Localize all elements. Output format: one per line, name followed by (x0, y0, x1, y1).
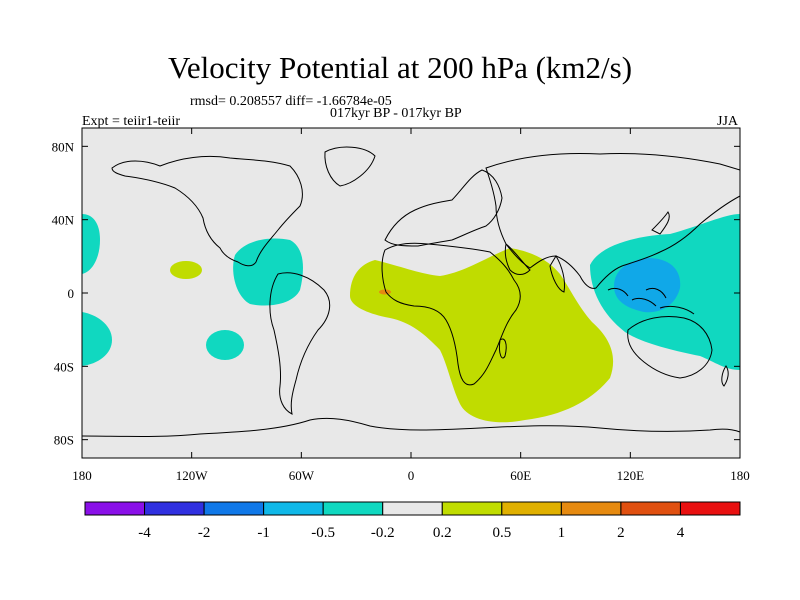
colorbar-label: 0.2 (433, 525, 452, 541)
colorbar-swatch (144, 501, 205, 516)
colorbar-swatch (203, 501, 265, 516)
colorbar-swatch (620, 501, 681, 516)
y-tick-label: 80N (52, 139, 75, 154)
x-tick-label: 60W (289, 468, 315, 483)
y-tick-label: 40N (52, 213, 75, 228)
coastline-new-zealand (721, 365, 729, 387)
colorbar-label: 4 (677, 525, 685, 541)
colorbar-label: 0.5 (492, 525, 511, 541)
coastline-australia (627, 316, 713, 379)
colorbar-swatch (679, 501, 741, 516)
region-atlantic-small-positive (379, 289, 391, 295)
colorbar-label: -1 (257, 525, 270, 541)
axes: 180 120W 60W 0 60E 120E 180 80N 40N 0 40S 80S (52, 128, 750, 483)
x-tick-label: 120E (617, 468, 645, 483)
colorbar-label: 2 (617, 525, 625, 541)
colorbar-swatch (263, 501, 324, 516)
period-subtitle: 017kyr BP - 017kyr BP (330, 106, 462, 121)
stats-subtitle: rmsd= 0.208557 diff= -1.66784e-05 (190, 94, 392, 109)
colorbar-label: -0.2 (371, 525, 395, 541)
x-tick-label: 60E (510, 468, 531, 483)
coastline-africa (381, 242, 521, 386)
coastline-south-america (269, 272, 331, 415)
coastline-north-america (111, 155, 303, 267)
experiment-label: Expt = teiir1-teiir (82, 114, 181, 129)
colorbar-label: -2 (198, 525, 211, 541)
y-tick-label: 0 (68, 286, 75, 301)
region-dateline-north-negative (82, 214, 100, 274)
coastline-arabia (504, 243, 531, 275)
colorbar-label: 1 (558, 525, 566, 541)
region-indian-ocean-africa-positive (350, 248, 614, 423)
x-tick-label: 180 (730, 468, 750, 483)
colorbar-label: -4 (138, 525, 151, 541)
colorbar: -4 -2 -1 -0.5 -0.2 0.2 0.5 1 2 4 (84, 501, 741, 541)
y-tick-label: 80S (54, 433, 74, 448)
colorbar-swatch (322, 501, 384, 516)
season-label: JJA (717, 114, 739, 129)
x-tick-label: 120W (176, 468, 209, 483)
coastline-maritime-continent (607, 287, 695, 315)
coastline-japan (651, 211, 670, 235)
region-dateline-south-negative (82, 312, 112, 366)
region-south-pacific-negative (206, 330, 244, 360)
coastlines (81, 146, 741, 437)
colorbar-swatch (560, 501, 622, 516)
colorbar-swatch (382, 501, 443, 516)
region-central-america-negative (233, 238, 303, 306)
coastline-antarctica (81, 417, 741, 437)
colorbar-swatch (441, 501, 503, 516)
colorbar-label: -0.5 (311, 525, 335, 541)
x-tick-label: 180 (72, 468, 92, 483)
region-east-pacific-positive (170, 261, 202, 279)
y-tick-label: 40S (54, 359, 74, 374)
x-tick-label: 0 (408, 468, 415, 483)
coastline-india (549, 255, 565, 293)
coastline-madagascar (499, 338, 507, 359)
plot-title: Velocity Potential at 200 hPa (km2/s) (167, 50, 633, 85)
colorbar-swatch (501, 501, 562, 516)
colorbar-swatch (84, 501, 146, 516)
region-maritime-continent-negative (614, 258, 681, 313)
coastline-greenland (324, 146, 376, 187)
